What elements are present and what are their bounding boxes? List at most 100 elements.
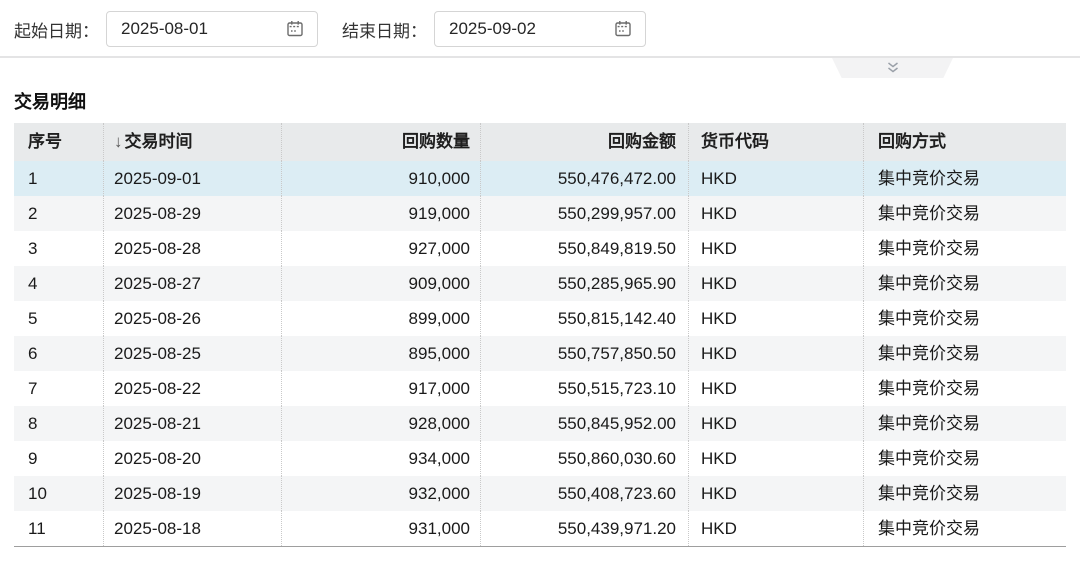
table-cell: 10 (28, 484, 47, 503)
table-cell: 550,408,723.60 (480, 476, 688, 511)
sort-desc-icon: ↓ (114, 132, 123, 151)
table-cell: 2025-08-21 (103, 406, 281, 441)
table-cell: 7 (28, 379, 38, 398)
table-row[interactable]: 1 2025-09-01 910,000 550,476,472.00 HKD 集中竞价交… (14, 161, 1066, 196)
table-row[interactable]: 10 2025-08-19 932,000 550,408,723.60 HKD 集中竞价… (14, 476, 1066, 511)
table-cell: 集中竞价交易 (863, 196, 1066, 231)
table-cell: 2025-08-29 (103, 196, 281, 231)
start-date-value: 2025-08-01 (121, 19, 208, 38)
table-cell: HKD (688, 231, 863, 266)
table-cell: 550,849,819.50 (480, 231, 688, 266)
table-cell: 集中竞价交易 (863, 406, 1066, 441)
end-date-value: 2025-09-02 (449, 19, 536, 38)
table-cell: 931,000 (281, 511, 480, 546)
table-cell: 2025-08-28 (103, 231, 281, 266)
table-cell: HKD (688, 161, 863, 196)
table-cell: 集中竞价交易 (863, 266, 1066, 301)
table-cell: 550,299,957.00 (480, 196, 688, 231)
table-cell: HKD (688, 336, 863, 371)
header-cell-date[interactable]: ↓ 交易时间 (103, 123, 281, 161)
table-cell: HKD (688, 441, 863, 476)
table-cell: 2025-08-22 (103, 371, 281, 406)
end-date-input[interactable]: 2025-09-02 (434, 11, 646, 47)
table-cell: 2025-08-26 (103, 301, 281, 336)
table-cell: 3 (28, 239, 38, 258)
table-row[interactable]: 9 2025-08-20 934,000 550,860,030.60 HKD 集中竞价交… (14, 441, 1066, 476)
table-cell: 11 (28, 519, 46, 538)
header-cell-method: 回购方式 (863, 123, 1066, 161)
table-cell: 550,757,850.50 (480, 336, 688, 371)
calendar-icon[interactable] (613, 19, 633, 39)
table-cell: 550,476,472.00 (480, 161, 688, 196)
table-cell: 集中竞价交易 (863, 476, 1066, 511)
table-cell: 2025-08-27 (103, 266, 281, 301)
table-cell: 2025-08-19 (103, 476, 281, 511)
table-header-row: 序号 ↓ 交易时间 回购数量 回购金额 货币代码 回购方式 (14, 123, 1066, 161)
table-cell: 1 (28, 169, 38, 188)
section-divider (0, 56, 1080, 78)
collapse-panel-tab[interactable] (832, 58, 953, 78)
header-cell-currency: 货币代码 (688, 123, 863, 161)
page-title: 交易明细 (14, 92, 86, 112)
table-row[interactable]: 7 2025-08-22 917,000 550,515,723.10 HKD 集中竞价交… (14, 371, 1066, 406)
table-cell: HKD (688, 406, 863, 441)
table-row[interactable]: 11 2025-08-18 931,000 550,439,971.20 HKD 集中竞价… (14, 511, 1066, 546)
table-cell: 899,000 (281, 301, 480, 336)
table-cell: 927,000 (281, 231, 480, 266)
table-cell: 919,000 (281, 196, 480, 231)
table-cell: 550,860,030.60 (480, 441, 688, 476)
table-cell: 910,000 (281, 161, 480, 196)
table-cell: 集中竞价交易 (863, 336, 1066, 371)
table-cell: 集中竞价交易 (863, 441, 1066, 476)
table-cell: 550,815,142.40 (480, 301, 688, 336)
table-cell: HKD (688, 196, 863, 231)
transactions-table: 序号 ↓ 交易时间 回购数量 回购金额 货币代码 回购方式 1 2025-09-01… (14, 123, 1066, 547)
table-cell: 集中竞价交易 (863, 371, 1066, 406)
table-cell: 934,000 (281, 441, 480, 476)
table-cell: 550,845,952.00 (480, 406, 688, 441)
table-cell: 928,000 (281, 406, 480, 441)
table-cell: 集中竞价交易 (863, 161, 1066, 196)
table-cell: HKD (688, 476, 863, 511)
table-cell: 集中竞价交易 (863, 231, 1066, 266)
table-cell: 6 (28, 344, 38, 363)
header-cell-index: 序号 (28, 132, 62, 151)
table-row[interactable]: 5 2025-08-26 899,000 550,815,142.40 HKD 集中竞价交… (14, 301, 1066, 336)
table-cell: 2025-08-25 (103, 336, 281, 371)
table-cell: 9 (28, 449, 38, 468)
start-date-label: 起始日期： (14, 21, 99, 41)
table-cell: 5 (28, 309, 38, 328)
table-cell: 集中竞价交易 (863, 511, 1066, 546)
table-cell: HKD (688, 266, 863, 301)
header-label: 交易时间 (124, 132, 193, 151)
table-cell: 2025-08-18 (103, 511, 281, 546)
table-row[interactable]: 4 2025-08-27 909,000 550,285,965.90 HKD 集中竞价交… (14, 266, 1066, 301)
table-cell: 550,285,965.90 (480, 266, 688, 301)
table-cell: 集中竞价交易 (863, 301, 1066, 336)
table-cell: 932,000 (281, 476, 480, 511)
table-cell: HKD (688, 511, 863, 546)
header-cell-quantity: 回购数量 (281, 123, 480, 161)
table-cell: 8 (28, 414, 38, 433)
calendar-icon[interactable] (285, 19, 305, 39)
table-cell: 909,000 (281, 266, 480, 301)
table-cell: 917,000 (281, 371, 480, 406)
table-cell: 2 (28, 204, 38, 223)
header-cell-amount: 回购金额 (480, 123, 688, 161)
table-cell: HKD (688, 371, 863, 406)
table-row[interactable]: 6 2025-08-25 895,000 550,757,850.50 HKD 集中竞价交… (14, 336, 1066, 371)
end-date-label: 结束日期： (342, 21, 427, 41)
table-cell: 550,515,723.10 (480, 371, 688, 406)
double-chevron-down-icon (887, 62, 898, 73)
table-cell: HKD (688, 301, 863, 336)
table-cell: 895,000 (281, 336, 480, 371)
table-row[interactable]: 3 2025-08-28 927,000 550,849,819.50 HKD 集中竞价交… (14, 231, 1066, 266)
table-row[interactable]: 2 2025-08-29 919,000 550,299,957.00 HKD 集中竞价交… (14, 196, 1066, 231)
table-body: 1 2025-09-01 910,000 550,476,472.00 HKD 集中竞价交… (14, 161, 1066, 546)
table-row[interactable]: 8 2025-08-21 928,000 550,845,952.00 HKD 集中竞价交… (14, 406, 1066, 441)
table-cell: 4 (28, 274, 38, 293)
table-cell: 550,439,971.20 (480, 511, 688, 546)
start-date-input[interactable]: 2025-08-01 (106, 11, 318, 47)
table-cell: 2025-09-01 (103, 161, 281, 196)
table-cell: 2025-08-20 (103, 441, 281, 476)
